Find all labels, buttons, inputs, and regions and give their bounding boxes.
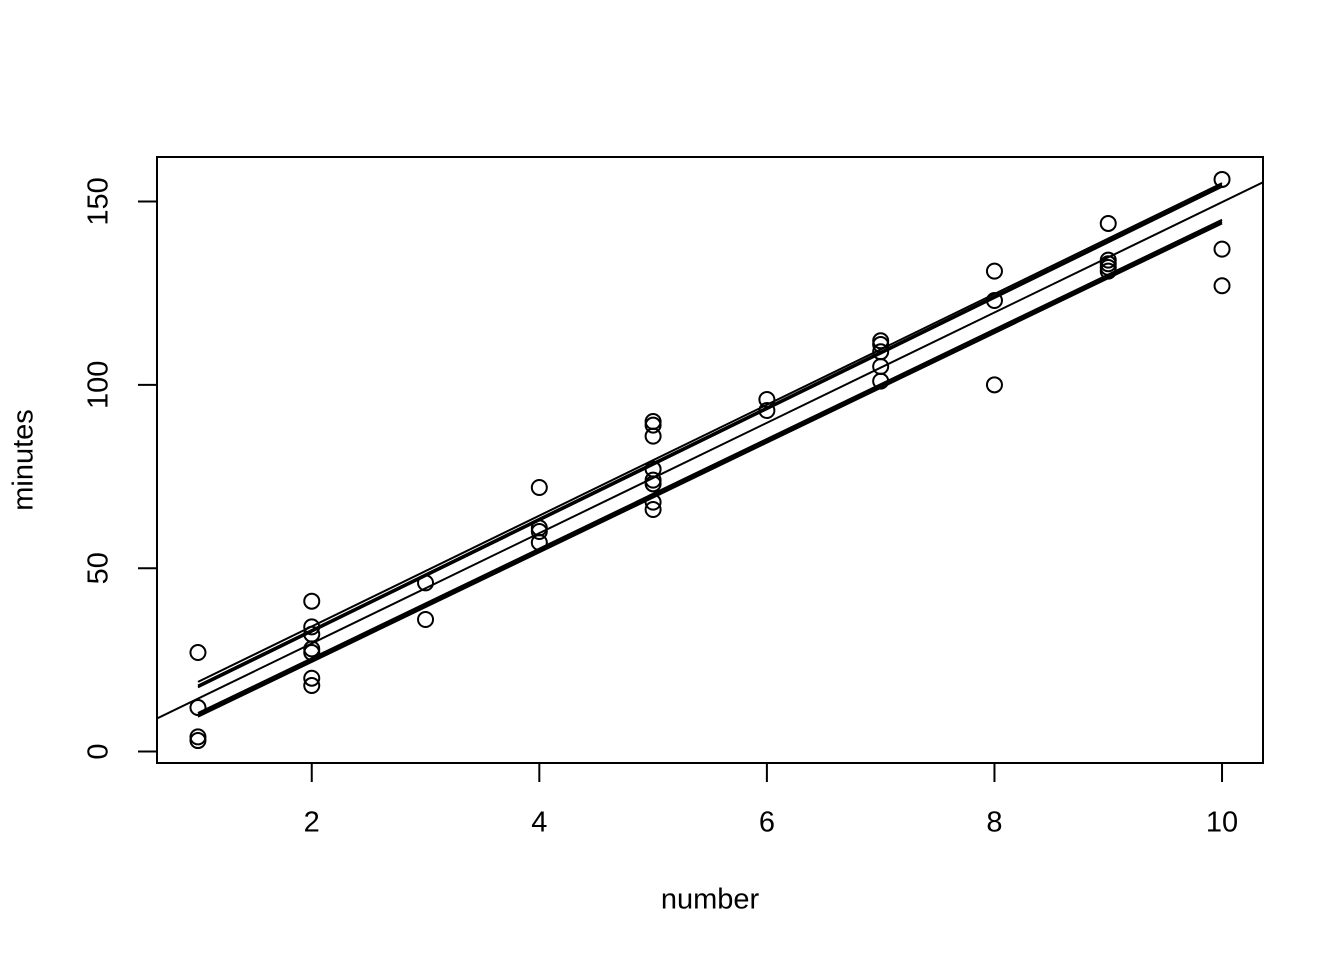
point (1213, 170, 1231, 188)
point (644, 493, 662, 511)
point (758, 401, 776, 419)
point (985, 262, 1003, 280)
point (644, 475, 662, 493)
y-tick-label: 150 (83, 177, 115, 225)
point (758, 390, 776, 408)
point (189, 732, 207, 750)
x-tick-label: 4 (531, 807, 547, 839)
point (530, 534, 548, 552)
x-tick-label: 10 (1206, 807, 1238, 839)
point (189, 644, 207, 662)
point (303, 669, 321, 687)
point (303, 592, 321, 610)
x-tick-label: 6 (759, 807, 775, 839)
point (189, 728, 207, 746)
plot-frame (156, 156, 1264, 764)
point (872, 357, 890, 375)
point (1099, 214, 1117, 232)
point (644, 412, 662, 430)
band-line (197, 182, 1223, 683)
point (303, 644, 321, 662)
point (644, 501, 662, 519)
point (530, 523, 548, 541)
y-tick-label: 100 (83, 361, 115, 409)
band-line (197, 185, 1223, 689)
point (303, 618, 321, 636)
point (1099, 262, 1117, 280)
band-line (197, 222, 1223, 718)
y-tick-label: 0 (83, 743, 115, 759)
band-line (197, 184, 1223, 687)
point (189, 699, 207, 717)
x-tick-label: 2 (304, 807, 320, 839)
point (985, 291, 1003, 309)
point (644, 416, 662, 434)
point (1213, 240, 1231, 258)
band-line (197, 220, 1223, 716)
point (872, 335, 890, 353)
y-tick-label: 50 (83, 552, 115, 584)
regression-line (157, 181, 1263, 720)
point (644, 427, 662, 445)
y-axis-label: minutes (8, 409, 40, 511)
point (1213, 277, 1231, 295)
point (530, 479, 548, 497)
point (417, 574, 435, 592)
x-tick-label: 8 (986, 807, 1002, 839)
x-axis-label: number (661, 884, 760, 916)
band-line (197, 218, 1223, 714)
point (872, 372, 890, 390)
point (303, 677, 321, 695)
point (985, 376, 1003, 394)
point (417, 611, 435, 629)
